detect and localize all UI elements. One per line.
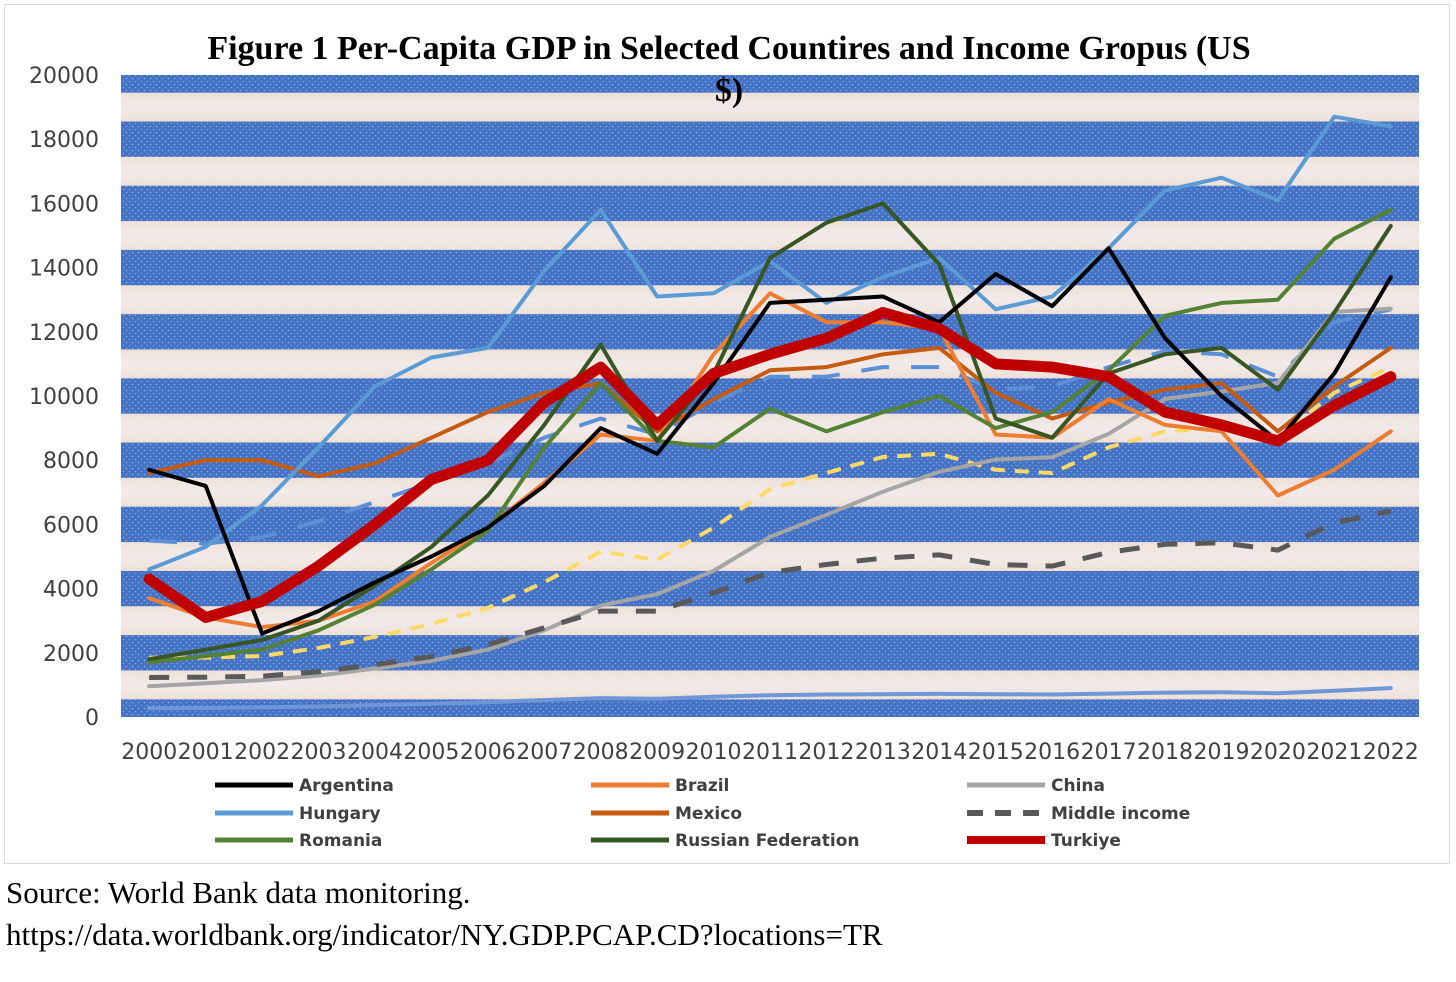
y-tick-label: 20000: [29, 64, 99, 89]
y-tick-label: 12000: [29, 321, 99, 346]
source-line-2: https://data.worldbank.org/indicator/NY.…: [6, 917, 883, 952]
legend-label-brazil: Brazil: [675, 776, 729, 796]
x-tick-label: 2012: [798, 740, 854, 765]
plot-glow-band: [121, 221, 1419, 250]
series-line-china: [147, 306, 1393, 689]
x-tick-label: 2000: [121, 740, 177, 765]
source-note: Source: World Bank data monitoring. http…: [6, 872, 1446, 956]
legend-label-argentina: Argentina: [299, 776, 394, 796]
x-tick-label: 2015: [968, 740, 1024, 765]
series-line-turkiye: [143, 307, 1397, 623]
legend-label-hungary: Hungary: [299, 804, 381, 824]
x-tick-label: 2019: [1193, 740, 1249, 765]
series-line-romania: [147, 207, 1393, 665]
legend-label-mexico: Mexico: [675, 804, 742, 824]
chart-title-line-2: $): [715, 72, 743, 109]
series-line-russian-federation: [147, 201, 1393, 662]
series-line-unlabeled: [147, 686, 1393, 711]
series-line-middle-income: [149, 508, 1392, 680]
x-tick-label: 2016: [1024, 740, 1080, 765]
x-tick-label: 2003: [291, 740, 347, 765]
legend-label-china: China: [1051, 776, 1105, 796]
y-tick-label: 16000: [29, 192, 99, 217]
plot-glow-band: [121, 156, 1419, 186]
chart-title-line-1: Figure 1 Per-Capita GDP in Selected Coun…: [207, 30, 1250, 67]
y-tick-label: 18000: [29, 128, 99, 153]
x-axis-ticks: 2000 2001 2002 2003 2004 2005 2006 2007 2008 2009…: [121, 740, 1419, 765]
series-lines: [143, 114, 1397, 711]
y-tick-label: 6000: [43, 513, 99, 538]
series-line-unlabeled: [149, 365, 1392, 660]
x-tick-label: 2002: [234, 740, 290, 765]
x-tick-label: 2021: [1306, 740, 1362, 765]
x-tick-label: 2014: [911, 740, 967, 765]
y-tick-label: 2000: [43, 642, 99, 667]
plot-glow-band: [121, 92, 1419, 122]
series-line-mexico: [147, 345, 1393, 479]
x-tick-label: 2011: [742, 740, 798, 765]
legend-label-russian-federation: Russian Federation: [675, 831, 860, 851]
x-tick-label: 2007: [516, 740, 572, 765]
y-tick-label: 14000: [29, 257, 99, 282]
y-tick-label: 4000: [43, 578, 99, 603]
y-tick-label: 8000: [43, 449, 99, 474]
series-line-argentina: [147, 246, 1393, 636]
x-tick-label: 2022: [1363, 740, 1419, 765]
x-tick-label: 2005: [403, 740, 459, 765]
series-line-brazil: [147, 291, 1393, 630]
chart-svg: Figure 1 Per-Capita GDP in Selected Coun…: [29, 30, 1419, 851]
plot-glow-band: [121, 477, 1419, 507]
source-line-1: Source: World Bank data monitoring.: [6, 875, 471, 910]
x-tick-label: 2017: [1081, 740, 1137, 765]
y-tick-label: 0: [85, 706, 99, 731]
x-tick-label: 2013: [855, 740, 911, 765]
y-tick-label: 10000: [29, 385, 99, 410]
x-tick-label: 2006: [460, 740, 516, 765]
legend: Argentina Brazil China Hungary Mexico Middle …: [215, 776, 1190, 851]
chart-title: Figure 1 Per-Capita GDP in Selected Coun…: [207, 30, 1250, 109]
x-tick-label: 2004: [347, 740, 403, 765]
series-line-unlabeled: [149, 307, 1392, 546]
x-tick-label: 2020: [1250, 740, 1306, 765]
x-tick-label: 2009: [629, 740, 685, 765]
plot-glow-band: [121, 285, 1419, 315]
x-tick-label: 2001: [178, 740, 234, 765]
legend-label-turkiye: Turkiye: [1051, 831, 1121, 851]
legend-label-middle-income: Middle income: [1051, 804, 1190, 824]
y-axis-ticks: 0 2000 4000 6000 8000 10000 12000 14000 16000 180…: [29, 64, 99, 731]
legend-label-romania: Romania: [299, 831, 382, 851]
chart-frame: Figure 1 Per-Capita GDP in Selected Coun…: [4, 4, 1450, 864]
x-tick-label: 2018: [1137, 740, 1193, 765]
x-tick-label: 2008: [573, 740, 629, 765]
x-tick-label: 2010: [686, 740, 742, 765]
